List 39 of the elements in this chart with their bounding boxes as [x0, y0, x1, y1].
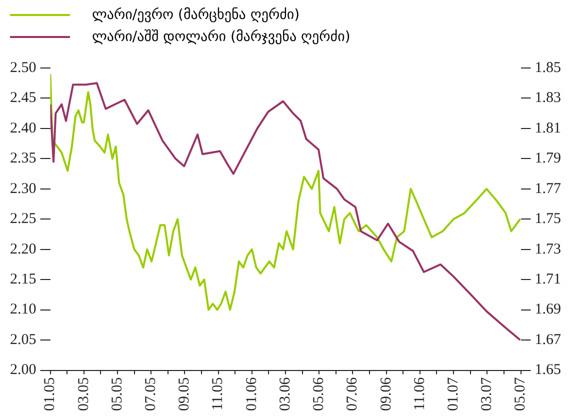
legend-label: ლარი/ევრო (მარცხენა ღერძი) — [92, 7, 300, 23]
y-tick-label: 2.10 — [10, 302, 36, 318]
y-tick-label: 2.05 — [10, 332, 36, 348]
x-tick-label: 09.06 — [378, 376, 394, 411]
y2-tick-label: 1.79 — [534, 150, 561, 167]
y-tick-label: 2.00 — [10, 362, 36, 378]
x-tick-label: 05.07 — [512, 376, 529, 411]
x-tick-label: 05.06 — [311, 376, 328, 411]
y-tick-label: 2.35 — [10, 150, 36, 167]
x-tick-label: 03.05 — [76, 377, 92, 411]
y2-tick-label: 1.83 — [534, 90, 561, 106]
y2-tick-label: 1.75 — [534, 211, 561, 228]
legend-label: ლარი/აშშ დოლარი (მარჯვენა ღერძი) — [92, 29, 350, 45]
y2-tick-label: 1.73 — [534, 241, 561, 258]
x-tick-label: 07.05 — [143, 377, 160, 411]
x-tick-label: 11.06 — [412, 376, 428, 410]
y-tick-label: 2.15 — [10, 272, 36, 288]
y2-tick-label: 1.71 — [534, 272, 561, 288]
y2-tick-label: 1.69 — [534, 302, 561, 318]
x-tick-label: 03.07 — [479, 376, 496, 411]
x-tick-label: 01.05 — [42, 377, 58, 411]
y-tick-label: 2.50 — [10, 60, 36, 76]
x-tick-label: 01.06 — [244, 376, 260, 411]
x-tick-label: 05.05 — [109, 377, 126, 411]
y-tick-label: 2.30 — [10, 180, 36, 197]
x-tick-label: 11.05 — [210, 377, 226, 410]
y2-tick-label: 1.81 — [534, 120, 561, 136]
y-tick-label: 2.25 — [10, 211, 36, 228]
y2-tick-label: 1.77 — [534, 180, 562, 197]
y2-tick-label: 1.67 — [534, 332, 562, 348]
x-tick-label: 01.07 — [445, 376, 462, 411]
y-tick-label: 2.40 — [10, 120, 36, 136]
y-tick-label: 2.20 — [10, 241, 36, 258]
y2-tick-label: 1.85 — [534, 60, 561, 76]
x-tick-label: 09.05 — [176, 377, 193, 411]
x-tick-label: 03.06 — [277, 376, 294, 411]
y-tick-label: 2.45 — [10, 90, 36, 106]
x-tick-label: 07.06 — [344, 376, 361, 411]
y2-tick-label: 1.65 — [534, 362, 561, 378]
